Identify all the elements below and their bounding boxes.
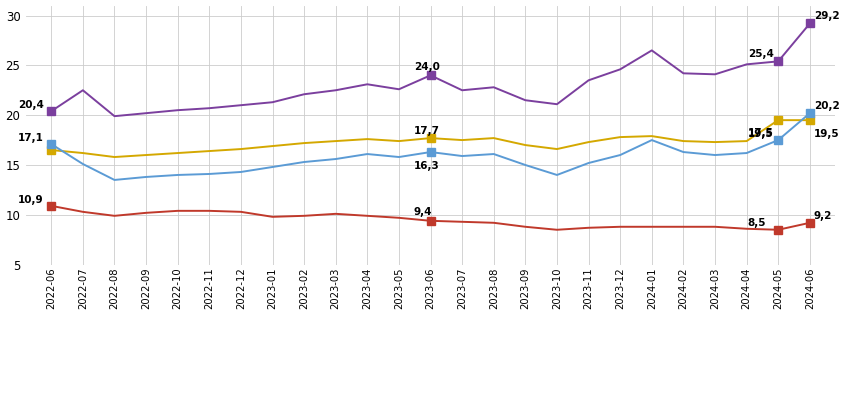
Text: 9,4: 9,4 — [414, 207, 433, 217]
Text: 9,2: 9,2 — [814, 211, 832, 221]
Text: 19,5: 19,5 — [748, 129, 774, 139]
Text: 8,5: 8,5 — [748, 218, 766, 228]
Text: 20,2: 20,2 — [814, 101, 840, 111]
Text: 17,1: 17,1 — [18, 133, 44, 143]
Text: 10,9: 10,9 — [18, 195, 43, 205]
Text: 25,4: 25,4 — [748, 49, 774, 59]
Text: 19,5: 19,5 — [814, 129, 840, 139]
Text: 29,2: 29,2 — [814, 11, 840, 21]
Text: 17,5: 17,5 — [748, 128, 774, 138]
Text: 16,3: 16,3 — [414, 161, 439, 171]
Text: 17,7: 17,7 — [414, 126, 440, 136]
Text: 24,0: 24,0 — [414, 62, 439, 72]
Text: 20,4: 20,4 — [18, 100, 44, 111]
